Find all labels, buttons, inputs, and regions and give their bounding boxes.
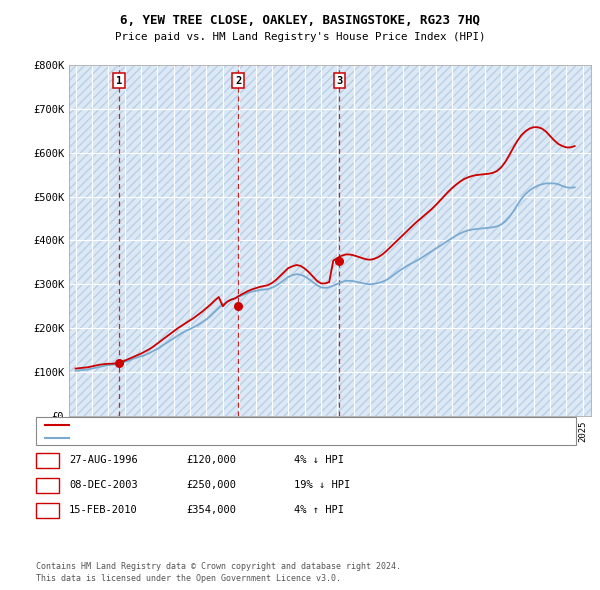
Text: 1: 1 <box>116 76 122 86</box>
Text: 3: 3 <box>44 505 50 514</box>
Text: HPI: Average price, detached house, Basingstoke and Deane: HPI: Average price, detached house, Basi… <box>72 434 379 443</box>
Text: 3: 3 <box>336 76 343 86</box>
Text: 27-AUG-1996: 27-AUG-1996 <box>69 455 138 465</box>
Text: 1: 1 <box>44 455 50 465</box>
Text: Price paid vs. HM Land Registry's House Price Index (HPI): Price paid vs. HM Land Registry's House … <box>115 32 485 41</box>
Text: 6, YEW TREE CLOSE, OAKLEY, BASINGSTOKE, RG23 7HQ: 6, YEW TREE CLOSE, OAKLEY, BASINGSTOKE, … <box>120 14 480 27</box>
Text: 08-DEC-2003: 08-DEC-2003 <box>69 480 138 490</box>
Text: 2: 2 <box>44 480 50 490</box>
Text: 4% ↓ HPI: 4% ↓ HPI <box>294 455 344 465</box>
Text: 2: 2 <box>235 76 241 86</box>
Text: £354,000: £354,000 <box>186 505 236 514</box>
Text: £250,000: £250,000 <box>186 480 236 490</box>
Text: Contains HM Land Registry data © Crown copyright and database right 2024.
This d: Contains HM Land Registry data © Crown c… <box>36 562 401 583</box>
Text: £120,000: £120,000 <box>186 455 236 465</box>
Text: 4% ↑ HPI: 4% ↑ HPI <box>294 505 344 514</box>
Text: 19% ↓ HPI: 19% ↓ HPI <box>294 480 350 490</box>
Text: 15-FEB-2010: 15-FEB-2010 <box>69 505 138 514</box>
Text: 6, YEW TREE CLOSE, OAKLEY, BASINGSTOKE, RG23 7HQ (detached house): 6, YEW TREE CLOSE, OAKLEY, BASINGSTOKE, … <box>72 421 421 430</box>
